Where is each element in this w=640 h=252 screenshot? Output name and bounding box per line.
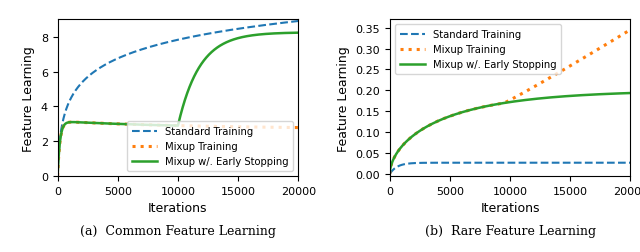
X-axis label: Iterations: Iterations (148, 202, 208, 214)
Legend: Standard Training, Mixup Training, Mixup w/. Early Stopping: Standard Training, Mixup Training, Mixup… (127, 122, 293, 171)
Title: (b)  Rare Feature Learning: (b) Rare Feature Learning (424, 224, 596, 237)
Y-axis label: Feature Learning: Feature Learning (22, 46, 35, 151)
Title: (a)  Common Feature Learning: (a) Common Feature Learning (80, 224, 276, 237)
X-axis label: Iterations: Iterations (480, 202, 540, 214)
Y-axis label: Feature Learning: Feature Learning (337, 46, 349, 151)
Legend: Standard Training, Mixup Training, Mixup w/. Early Stopping: Standard Training, Mixup Training, Mixup… (395, 25, 561, 75)
